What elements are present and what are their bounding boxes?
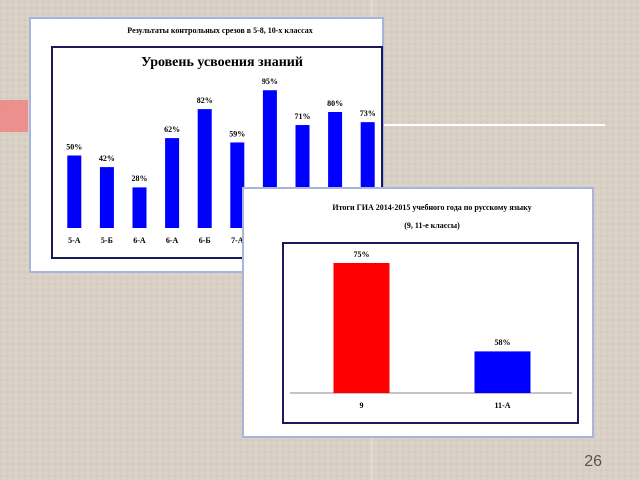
data-label: 62% [164,125,180,134]
decoration [0,100,28,132]
bar [132,187,147,228]
data-label: 42% [99,154,115,163]
plot-frame [282,242,579,424]
bar [67,155,82,228]
x-tick-label: 6-А [166,236,179,245]
chart-title: Итоги ГИА 2014-2015 учебного года по рус… [332,203,531,212]
bar [197,109,212,228]
data-label: 71% [295,112,311,121]
bar [333,263,390,393]
x-tick-label: 6-А [133,236,146,245]
chart-title: Уровень усвоения знаний [141,55,303,70]
bar [165,138,180,228]
data-label: 50% [66,142,82,151]
data-label: 95% [262,77,278,86]
x-tick-label: 6-Б [199,236,211,245]
chart-1: Результаты контрольных срезов в 5-8, 10-… [29,17,384,273]
x-tick-label: 7-А [231,236,244,245]
data-label: 58% [495,338,511,347]
x-tick-label: 9 [360,401,364,410]
chart-heading: Результаты контрольных срезов в 5-8, 10-… [127,26,312,35]
chart-subtitle: (9, 11-е классы) [404,221,460,230]
x-tick-label: 11-А [495,401,511,410]
x-tick-label: 5-А [68,236,81,245]
data-label: 59% [229,129,245,138]
data-label: 28% [132,174,148,183]
chart-2: Итоги ГИА 2014-2015 учебного года по рус… [242,187,594,438]
x-tick-label: 5-Б [101,236,113,245]
bar [99,167,114,228]
data-label: 75% [354,250,370,259]
bar [474,351,531,393]
bar [230,142,245,228]
data-label: 82% [197,96,213,105]
data-label: 73% [360,109,376,118]
data-label: 80% [327,99,343,108]
page-number: 26 [584,453,602,470]
